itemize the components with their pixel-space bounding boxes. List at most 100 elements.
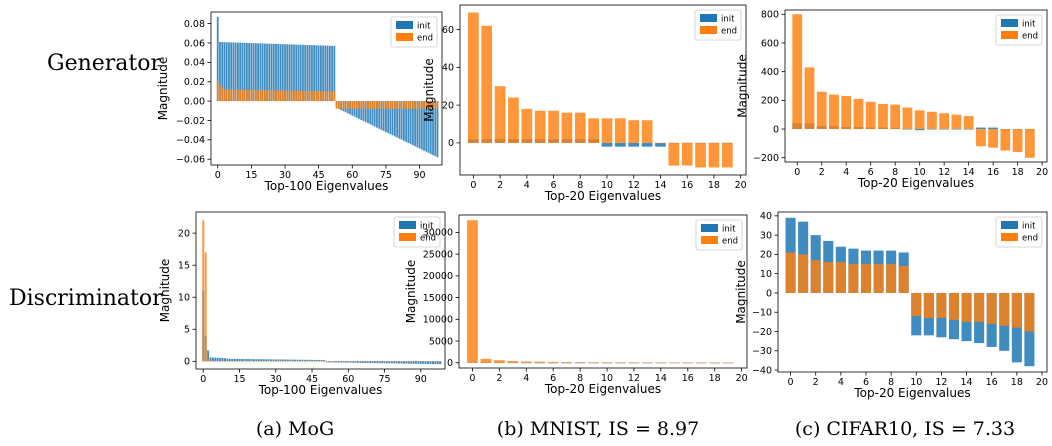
bar-init-19 [248,359,251,362]
bar-init-13 [245,42,248,102]
x-tick-label: 30 [279,170,291,181]
bar-end-3 [829,94,839,130]
bar-end-20 [261,90,264,102]
y-tick-label: 600 [761,38,779,49]
bar-end-9 [902,107,913,130]
bar-end-1 [219,85,221,102]
y-tick-label: 5 [184,325,190,336]
bar-end-81 [398,101,401,109]
bar-end-1 [481,25,493,143]
bar-init-84 [405,101,408,142]
bar-init-36 [289,359,292,362]
bar-end-92 [424,360,427,362]
legend-label-end: end [1022,32,1038,42]
bar-end-20 [250,360,253,362]
legend-swatch-init [1001,19,1018,27]
bar-init-9 [902,129,913,130]
bar-init-69 [371,101,374,126]
bar-end-2 [493,360,505,363]
y-tick-label: 0 [773,124,779,135]
bar-init-52 [333,45,336,102]
bar-end-28 [279,90,282,102]
bar-init-34 [284,359,287,362]
bar-init-78 [391,101,394,136]
bar-end-1 [798,254,809,293]
legend-label-end: end [722,237,738,247]
bar-init-14 [248,43,251,102]
bar-end-96 [432,101,434,109]
bar-end-56 [337,360,340,362]
x-tick-label: 14 [654,180,666,191]
bar-end-46 [313,360,316,362]
bar-end-86 [409,101,412,109]
bar-end-9 [898,265,909,293]
bar-end-13 [245,89,248,102]
bar-init-23 [268,43,271,102]
bar-end-98 [436,101,439,109]
bar-init-81 [398,361,401,364]
legend-swatch-init [399,221,416,229]
x-tick-label: 60 [346,170,358,181]
bar-end-19 [259,90,262,102]
bar-init-48 [324,45,327,102]
bar-init-61 [353,101,356,117]
bar-end-27 [277,90,280,102]
bar-init-14 [655,142,666,147]
y-tick-label: 30000 [423,228,453,239]
legend-swatch-init [1001,221,1018,229]
x-tick-label: 18 [1011,377,1023,388]
bar-end-77 [388,360,391,362]
bar-init-89 [416,101,419,148]
bar-end-70 [371,360,374,362]
bar-end-16 [681,142,693,166]
bar-end-18 [708,142,720,168]
bar-end-9 [237,89,239,102]
x-tick-label: 15 [233,374,245,385]
bar-init-48 [318,359,321,362]
bar-end-49 [320,360,323,362]
y-tick-label: 0.02 [184,77,205,88]
bar-init-15 [975,127,986,130]
x-tick-label: 8 [577,180,583,191]
bar-end-30 [274,360,277,362]
bar-init-64 [360,101,363,120]
bar-init-52 [327,361,330,363]
x-tick-label: 0 [794,167,800,178]
bar-init-47 [315,359,318,362]
x-tick-label: 12 [938,167,950,178]
bar-init-57 [340,361,343,363]
bar-init-13 [641,142,653,147]
bar-end-59 [344,360,347,362]
bar-init-73 [380,101,383,130]
y-tick-label: 20000 [423,271,453,282]
bar-init-12 [243,42,246,102]
bar-init-33 [290,44,293,102]
bar-end-93 [425,101,428,109]
bar-end-87 [411,101,414,109]
bar-end-46 [320,91,322,102]
bar-end-3 [223,89,226,102]
bar-end-82 [400,101,403,109]
bar-init-77 [389,101,392,135]
bar-init-2 [493,362,505,364]
bar-init-10 [601,142,613,147]
bar-init-42 [311,45,313,102]
bar-init-63 [358,101,360,119]
bar-end-1 [804,67,815,130]
bar-end-28 [269,360,272,362]
bar-end-52 [333,91,336,102]
bar-end-55 [340,101,342,109]
bar-init-75 [385,101,387,133]
bar-end-22 [266,90,268,102]
bar-end-19 [722,362,734,364]
bar-end-57 [340,360,343,362]
bar-init-18 [245,359,248,362]
bar-init-67 [364,361,367,363]
bar-end-75 [383,360,386,362]
bar-init-74 [382,101,385,131]
bar-init-95 [429,101,432,154]
x-axis-label: Top-20 Eigenvalues [544,382,661,396]
x-tick-label: 10 [601,180,613,191]
plot-frame [459,4,747,176]
